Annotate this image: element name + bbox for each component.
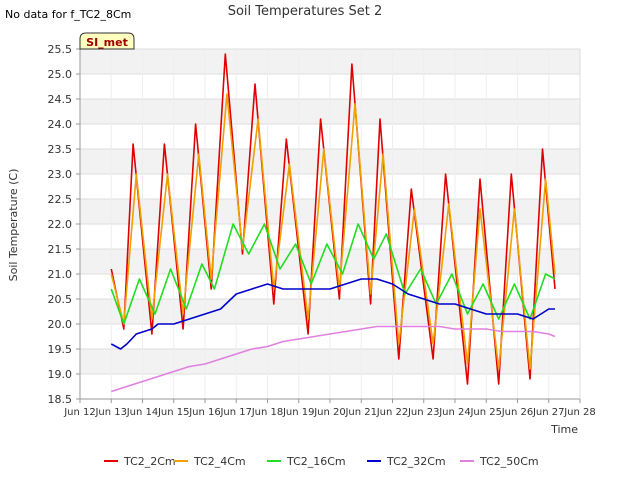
legend-label-tc2_4cm: TC2_4Cm (193, 455, 246, 468)
series-line-tc2_50cm (111, 325, 556, 393)
y-tick-label: 21.5 (48, 243, 73, 256)
x-tick-label: Jun 22 (376, 407, 409, 418)
x-tick-label: Jun 21 (344, 407, 377, 418)
x-tick-label: Jun 13 (94, 407, 127, 418)
x-tick-label: Jun 12 (63, 407, 96, 418)
no-data-note: No data for f_TC2_8Cm (5, 8, 132, 21)
legend-label-tc2_2cm: TC2_2Cm (123, 455, 176, 468)
x-tick-label: Jun 28 (563, 407, 596, 418)
y-tick-label: 22.5 (48, 193, 73, 206)
x-tick-label: Jun 24 (438, 407, 471, 418)
y-tick-label: 25.5 (48, 43, 73, 56)
y-tick-label: 24.0 (48, 118, 73, 131)
y-tick-label: 23.0 (48, 168, 73, 181)
x-tick-label: Jun 14 (126, 407, 159, 418)
legend-label-tc2_16cm: TC2_16Cm (286, 455, 346, 468)
series-line-tc2_4cm (110, 93, 556, 370)
y-tick-label: 24.5 (48, 93, 73, 106)
x-tick-label: Jun 16 (188, 407, 221, 418)
site-badge (79, 32, 135, 50)
y-tick-label: 22.0 (48, 218, 73, 231)
y-tick-label: 20.0 (48, 318, 73, 331)
legend-label-tc2_32cm: TC2_32Cm (386, 455, 446, 468)
y-tick-label: 20.5 (48, 293, 73, 306)
series-line-tc2_32cm (110, 278, 555, 350)
x-tick-label: Jun 17 (219, 407, 252, 418)
x-tick-label: Jun 20 (313, 407, 346, 418)
series-line-tc2_16cm (110, 223, 556, 325)
legend-label-tc2_50cm: TC2_50Cm (479, 455, 539, 468)
x-tick-label: Jun 26 (501, 407, 534, 418)
chart-title: Soil Temperatures Set 2 (228, 4, 383, 19)
y-axis-label: Soil Temperature (C) (7, 169, 20, 282)
x-tick-label: Jun 18 (251, 407, 284, 418)
y-tick-label: 21.0 (48, 268, 73, 281)
x-tick-label: Jun 27 (532, 407, 565, 418)
y-tick-label: 19.0 (48, 368, 73, 381)
site-badge-label: SI_met (86, 36, 128, 49)
y-tick-label: 19.5 (48, 343, 73, 356)
y-tick-label: 25.0 (48, 68, 73, 81)
x-axis-label: Time (550, 423, 578, 436)
x-tick-label: Jun 19 (282, 407, 315, 418)
x-tick-label: Jun 25 (469, 407, 502, 418)
x-tick-label: Jun 15 (157, 407, 190, 418)
y-tick-label: 18.5 (48, 393, 73, 406)
x-tick-label: Jun 23 (407, 407, 440, 418)
y-tick-label: 23.5 (48, 143, 73, 156)
